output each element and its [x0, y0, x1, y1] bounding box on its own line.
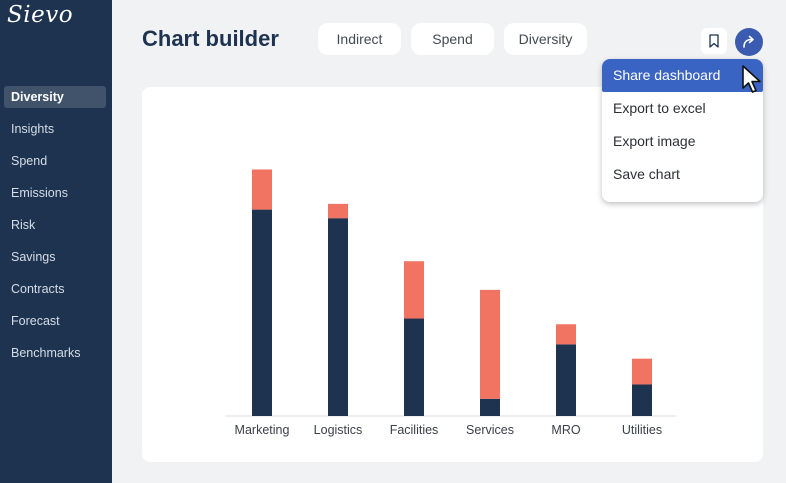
sidebar-item-spend[interactable]: Spend	[11, 154, 48, 168]
bar-marketing-base[interactable]	[252, 209, 272, 416]
x-tick-label: Facilities	[390, 423, 439, 437]
filter-spend[interactable]: Spend	[411, 23, 494, 55]
stacked-bar-chart: Marketing Logistics Facilities Services MRO U…	[225, 169, 676, 437]
bookmark-button[interactable]	[701, 28, 727, 54]
sidebar-nav: Diversity Insights Spend Emissions Risk …	[0, 86, 112, 374]
sidebar-item-benchmarks[interactable]: Benchmarks	[11, 346, 81, 360]
sidebar-item-insights[interactable]: Insights	[11, 122, 55, 136]
bar-mro-base[interactable]	[556, 344, 576, 416]
menu-item-share-dashboard[interactable]: Share dashboard	[602, 59, 763, 92]
bar-services-top[interactable]	[480, 289, 500, 399]
sidebar-item-savings[interactable]: Savings	[11, 250, 56, 264]
page-title: Chart builder	[142, 26, 279, 51]
menu-item-export-excel[interactable]: Export to excel	[613, 100, 706, 116]
filter-indirect[interactable]: Indirect	[318, 23, 401, 55]
mouse-pointer-icon	[742, 65, 761, 93]
bar-services-base[interactable]	[480, 398, 500, 416]
menu-item-export-image[interactable]: Export image	[613, 133, 696, 149]
bar-logistics-top[interactable]	[328, 203, 348, 219]
x-tick-label: Utilities	[622, 423, 662, 437]
bar-facilities-top[interactable]	[404, 261, 424, 319]
sidebar-item-diversity[interactable]: Diversity	[4, 86, 106, 108]
bar-utilities-base[interactable]	[632, 384, 652, 416]
x-tick-label: Services	[466, 423, 514, 437]
bookmark-icon	[709, 34, 719, 48]
sievo-logo[interactable]: Sievo	[7, 2, 74, 28]
x-tick-label: Marketing	[235, 423, 290, 437]
bar-marketing-top[interactable]	[252, 169, 272, 210]
share-arrow-icon	[743, 35, 754, 48]
sidebar-item-forecast[interactable]: Forecast	[11, 314, 60, 328]
menu-item-save-chart[interactable]: Save chart	[613, 166, 680, 182]
bar-utilities-top[interactable]	[632, 358, 652, 385]
x-tick-label: MRO	[551, 423, 580, 437]
share-button[interactable]	[735, 28, 763, 56]
filter-diversity[interactable]: Diversity	[504, 23, 587, 55]
bar-logistics-base[interactable]	[328, 218, 348, 416]
sidebar-item-risk[interactable]: Risk	[11, 218, 36, 232]
sidebar-item-contracts[interactable]: Contracts	[11, 282, 65, 296]
bar-mro-top[interactable]	[556, 324, 576, 345]
sidebar: Sievo Diversity Insights Spend Emissions…	[0, 0, 112, 483]
x-tick-label: Logistics	[314, 423, 363, 437]
sidebar-item-emissions[interactable]: Emissions	[11, 186, 68, 200]
share-dropdown-menu: Share dashboard Export to excel Export i…	[602, 59, 763, 202]
bar-facilities-base[interactable]	[404, 318, 424, 416]
